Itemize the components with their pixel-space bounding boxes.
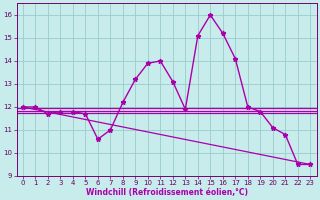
X-axis label: Windchill (Refroidissement éolien,°C): Windchill (Refroidissement éolien,°C) (85, 188, 248, 197)
